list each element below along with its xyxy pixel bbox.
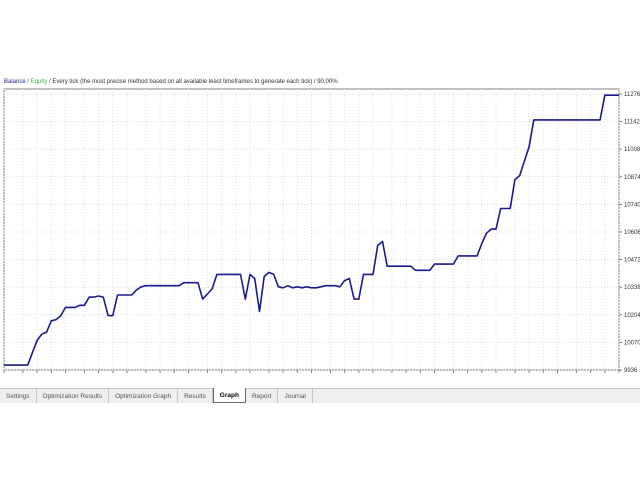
- legend-description: / Every tick (the most precise method ba…: [49, 79, 338, 85]
- y-tick-label: 10472: [624, 258, 640, 264]
- y-tick-label: 10070: [624, 340, 640, 346]
- empty-area: [0, 403, 640, 480]
- y-tick-label: 9936: [624, 368, 638, 374]
- y-tick-label: 11276: [624, 92, 640, 98]
- tab-label: Settings: [6, 392, 30, 400]
- tester-tab-bar: Settings Optimization Results Optimizati…: [0, 388, 640, 404]
- tab-journal[interactable]: Journal: [278, 389, 313, 403]
- legend-equity: Equity: [30, 79, 48, 85]
- legend-separator: /: [27, 79, 30, 85]
- y-tick-label: 10874: [624, 175, 640, 181]
- tab-label: Report: [251, 392, 272, 400]
- y-tick-label: 10606: [624, 230, 640, 236]
- tab-label: Results: [184, 392, 206, 400]
- tab-optimization-graph[interactable]: Optimization Graph: [109, 389, 179, 403]
- tab-label: Graph: [219, 391, 239, 399]
- y-tick-label: 10204: [624, 313, 640, 319]
- tab-label: Journal: [284, 392, 306, 400]
- tab-label: Optimization Graph: [115, 392, 172, 400]
- graph-panel: 0471013172023263033363943464952565962656…: [0, 75, 640, 375]
- y-tick-label: 10740: [624, 202, 640, 208]
- tab-label: Optimization Results: [42, 392, 103, 400]
- tab-results[interactable]: Results: [178, 389, 213, 403]
- y-tick-label: 10338: [624, 285, 640, 291]
- tab-graph[interactable]: Graph: [212, 388, 246, 403]
- legend-balance: Balance: [4, 79, 26, 85]
- y-tick-label: 11142: [624, 120, 640, 126]
- tab-optimization-results[interactable]: Optimization Results: [37, 389, 110, 403]
- y-tick-label: 11008: [624, 147, 640, 153]
- tab-settings[interactable]: Settings: [0, 389, 37, 403]
- tab-report[interactable]: Report: [246, 389, 279, 403]
- balance-line: [4, 94, 619, 366]
- balance-chart: 0471013172023263033363943464952565962656…: [3, 88, 640, 374]
- chart-legend: Balance / Equity / Every tick (the most …: [4, 79, 338, 85]
